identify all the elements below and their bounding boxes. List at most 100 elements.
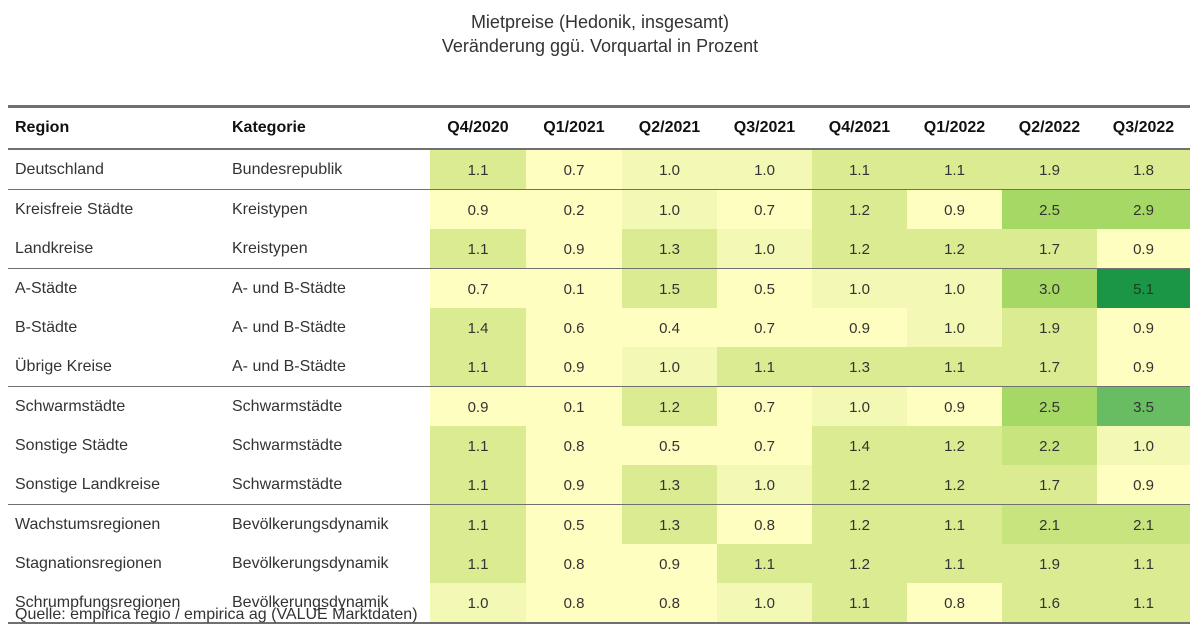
heatmap-cell: 1.0 (812, 268, 907, 308)
heatmap-cell: 0.9 (907, 189, 1002, 229)
heatmap-cell: 1.0 (622, 347, 717, 387)
heatmap-cell: 0.9 (430, 386, 526, 426)
region-cell: Übrige Kreise (15, 357, 112, 375)
heatmap-cell: 1.0 (907, 268, 1002, 308)
heatmap-cell: 2.9 (1097, 189, 1190, 229)
heatmap-cell: 1.3 (622, 229, 717, 269)
kategorie-cell: A- und B-Städte (232, 357, 346, 375)
heatmap-cell: 1.1 (907, 149, 1002, 190)
table-row: Wachstumsregionen Bevölkerungsdynamik 1.1 0… (8, 504, 1190, 544)
column-header: Q3/2022 (1097, 106, 1190, 150)
header-row: Region Kategorie Q4/2020 Q1/2021 Q2/2021… (8, 106, 1190, 150)
heatmap-cell: 0.9 (526, 347, 622, 387)
heatmap-cell: 0.2 (526, 189, 622, 229)
heatmap-cell: 0.8 (526, 426, 622, 465)
heatmap-cell: 1.0 (717, 465, 812, 505)
column-header: Q4/2020 (430, 106, 526, 150)
region-cell: B-Städte (15, 318, 78, 336)
table-row: B-Städte A- und B-Städte 1.4 0.6 0.4 0.7 0.9 1.… (8, 308, 1190, 347)
heatmap-cell: 1.9 (1002, 308, 1097, 347)
region-cell: Sonstige Landkreise (15, 475, 160, 493)
heatmap-cell: 0.7 (717, 189, 812, 229)
heatmap-cell: 1.1 (1097, 583, 1190, 623)
heatmap-cell: 0.9 (526, 465, 622, 505)
table-row: Kreisfreie Städte Kreistypen 0.9 0.2 1.0 0.7 1… (8, 189, 1190, 229)
heatmap-cell: 1.1 (907, 504, 1002, 544)
heatmap-cell: 0.9 (622, 544, 717, 583)
column-header: Q4/2021 (812, 106, 907, 150)
heatmap-cell: 1.0 (622, 189, 717, 229)
heatmap-cell: 0.9 (1097, 229, 1190, 269)
column-header: Q2/2021 (622, 106, 717, 150)
heatmap-cell: 0.1 (526, 386, 622, 426)
heatmap-cell: 1.0 (717, 149, 812, 190)
kategorie-cell: Bundesrepublik (232, 160, 343, 178)
heatmap-cell: 1.9 (1002, 149, 1097, 190)
heatmap-cell: 1.1 (1097, 544, 1190, 583)
heatmap-cell: 1.0 (812, 386, 907, 426)
region-cell: Landkreise (15, 239, 94, 257)
heatmap-cell: 1.0 (907, 308, 1002, 347)
column-header: Kategorie (225, 106, 430, 150)
heatmap-cell: 3.5 (1097, 386, 1190, 426)
heatmap-cell: 1.2 (907, 426, 1002, 465)
heatmap-cell: 0.5 (717, 268, 812, 308)
heatmap-cell: 1.3 (812, 347, 907, 387)
heatmap-cell: 2.5 (1002, 386, 1097, 426)
heatmap-cell: 2.1 (1097, 504, 1190, 544)
heatmap-cell: 0.7 (717, 386, 812, 426)
heatmap-cell: 1.3 (622, 504, 717, 544)
kategorie-cell: Bevölkerungsdynamik (225, 504, 430, 544)
column-header: Region (8, 106, 225, 150)
kategorie-cell: Kreistypen (225, 189, 430, 229)
heatmap-cell: 1.1 (430, 544, 526, 583)
kategorie-cell: Schwarmstädte (225, 386, 430, 426)
kategorie-cell: Bevölkerungsdynamik (232, 593, 389, 611)
heatmap-cell: 1.1 (812, 149, 907, 190)
heatmap-cell: 0.9 (1097, 308, 1190, 347)
table-row: Übrige Kreise A- und B-Städte 1.1 0.9 1.0 1.1… (8, 347, 1190, 387)
heatmap-cell: 0.9 (526, 229, 622, 269)
heatmap-cell: 0.9 (907, 386, 1002, 426)
heatmap-cell: 1.7 (1002, 465, 1097, 505)
heatmap-cell: 2.2 (1002, 426, 1097, 465)
heatmap-cell: 1.5 (622, 268, 717, 308)
heatmap-cell: 0.4 (622, 308, 717, 347)
heatmap-cell: 1.0 (622, 149, 717, 190)
region-cell: Deutschland (15, 160, 104, 178)
title-line-1: Mietpreise (Hedonik, insgesamt) (470, 12, 730, 32)
heatmap-cell: 1.1 (717, 347, 812, 387)
region-cell: Wachstumsregionen (8, 504, 225, 544)
title-line-2: Veränderung ggü. Vorquartal in Prozent (441, 36, 759, 56)
table-row: Deutschland Bundesrepublik 1.1 0.7 1.0 1.0 1.1… (8, 149, 1190, 190)
table-row: Schwarmstädte Schwarmstädte 0.9 0.1 1.2 0.7 1.… (8, 386, 1190, 426)
heatmap-cell: 0.8 (526, 583, 622, 623)
heatmap-cell: 1.0 (1097, 426, 1190, 465)
heatmap-cell: 3.0 (1002, 268, 1097, 308)
table-row: A-Städte A- und B-Städte 0.7 0.1 1.5 0.5 1.0 1.… (8, 268, 1190, 308)
kategorie-cell: A- und B-Städte (225, 268, 430, 308)
heatmap-cell: 1.0 (717, 583, 812, 623)
heatmap-cell: 1.2 (812, 504, 907, 544)
heatmap-cell: 0.8 (622, 583, 717, 623)
heatmap-cell: 1.2 (812, 189, 907, 229)
heatmap-cell: 1.6 (1002, 583, 1097, 623)
heatmap-cell: 1.1 (812, 583, 907, 623)
region-cell: Stagnationsregionen (15, 554, 162, 572)
heatmap-cell: 1.1 (907, 544, 1002, 583)
heatmap-cell: 1.1 (907, 347, 1002, 387)
table-row: Sonstige Städte Schwarmstädte 1.1 0.8 0.5 0.7… (8, 426, 1190, 465)
heatmap-cell: 0.5 (526, 504, 622, 544)
heatmap-cell: 2.5 (1002, 189, 1097, 229)
column-header: Q2/2022 (1002, 106, 1097, 150)
region-cell: Schwarmstädte (8, 386, 225, 426)
heatmap-cell: 1.2 (907, 465, 1002, 505)
kategorie-cell: Schwarmstädte (232, 475, 343, 493)
heatmap-cell: 1.1 (430, 149, 526, 190)
column-header: Q1/2021 (526, 106, 622, 150)
table-row: Landkreise Kreistypen 1.1 0.9 1.3 1.0 1.2 1.2 1.… (8, 229, 1190, 269)
source-note: Quelle: empirica regio / empirica ag (VA… (15, 606, 418, 623)
heatmap-cell: 1.7 (1002, 229, 1097, 269)
heatmap-cell: 1.1 (430, 347, 526, 387)
kategorie-cell: Schwarmstädte (232, 436, 343, 454)
